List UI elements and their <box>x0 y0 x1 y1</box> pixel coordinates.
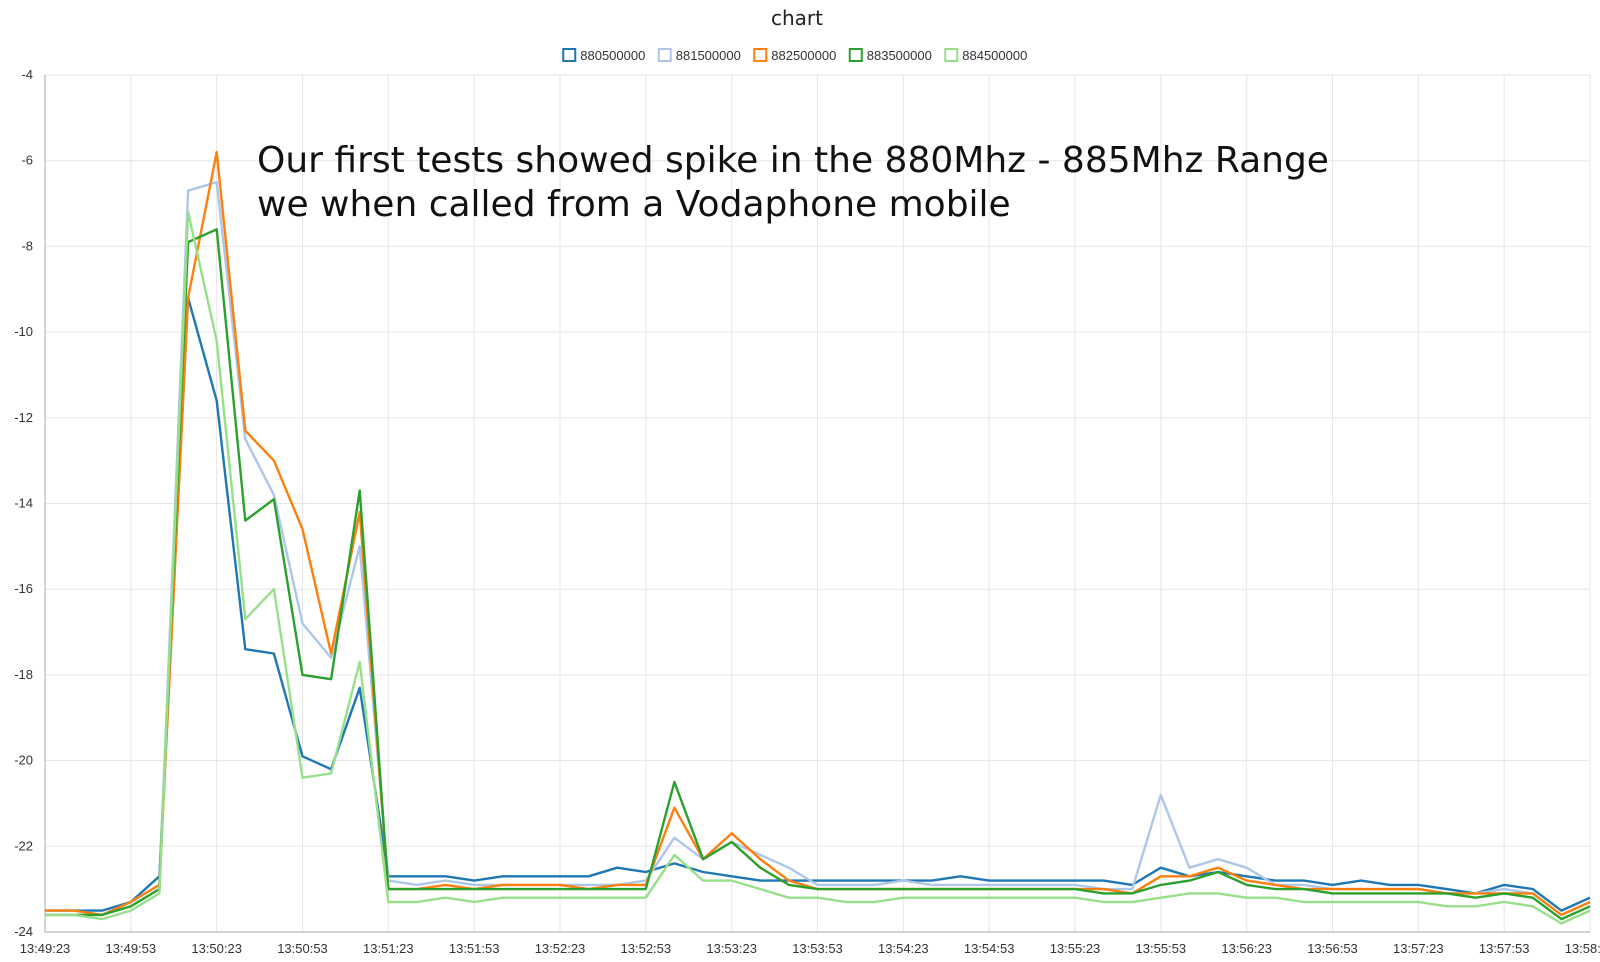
y-tick-label: -10 <box>14 324 33 339</box>
x-tick-label: 13:50:23 <box>191 941 242 956</box>
x-tick-label: 13:56:53 <box>1307 941 1358 956</box>
y-tick-label: -12 <box>14 410 33 425</box>
x-tick-label: 13:50:53 <box>277 941 328 956</box>
x-tick-label: 13:58:24 <box>1565 941 1600 956</box>
legend-swatch-884500000[interactable] <box>944 48 959 62</box>
x-tick-label: 13:57:23 <box>1393 941 1444 956</box>
legend-swatch-882500000[interactable] <box>753 48 768 62</box>
x-tick-label: 13:57:53 <box>1479 941 1530 956</box>
x-tick-label: 13:53:53 <box>792 941 843 956</box>
y-tick-label: -22 <box>14 838 33 853</box>
x-tick-label: 13:51:53 <box>449 941 500 956</box>
legend: 880500000 881500000 882500000 883500000 8845… <box>562 48 1027 63</box>
legend-label-880500000[interactable]: 880500000 <box>580 48 645 63</box>
legend-label-884500000[interactable]: 884500000 <box>962 48 1027 63</box>
y-tick-label: -20 <box>14 753 33 768</box>
y-tick-label: -14 <box>14 496 33 511</box>
y-tick-label: -6 <box>21 153 33 168</box>
series-line-883500000 <box>45 228 1591 921</box>
legend-label-882500000[interactable]: 882500000 <box>771 48 836 63</box>
annotation-line-2: we when called from a Vodaphone mobile <box>257 184 1011 225</box>
y-tick-label: -8 <box>21 238 33 253</box>
x-tick-label: 13:55:53 <box>1136 941 1187 956</box>
annotation-line-1: Our first tests showed spike in the 880M… <box>257 140 1329 181</box>
y-tick-label: -16 <box>14 581 33 596</box>
axes: -4 -6 -8 -10 -12 -14 -16 -18 -20 -22 -24 13:49:23 13… <box>14 67 1600 956</box>
y-tick-label: -18 <box>14 667 33 682</box>
x-tick-label: 13:53:23 <box>706 941 757 956</box>
x-tick-label: 13:49:23 <box>20 941 71 956</box>
x-tick-label: 13:54:53 <box>964 941 1015 956</box>
x-tick-label: 13:51:23 <box>363 941 414 956</box>
legend-label-883500000[interactable]: 883500000 <box>867 48 932 63</box>
y-tick-label: -24 <box>14 924 33 939</box>
series-group <box>45 150 1591 925</box>
series-line-884500000 <box>45 210 1591 925</box>
x-tick-label: 13:49:53 <box>106 941 157 956</box>
legend-swatch-880500000[interactable] <box>562 48 577 62</box>
annotation: Our first tests showed spike in the 880M… <box>257 140 1329 225</box>
x-tick-label: 13:56:23 <box>1221 941 1272 956</box>
y-tick-label: -4 <box>21 67 33 82</box>
legend-swatch-883500000[interactable] <box>848 48 863 62</box>
x-tick-label: 13:52:23 <box>535 941 586 956</box>
legend-label-881500000[interactable]: 881500000 <box>676 48 741 63</box>
x-tick-label: 13:55:23 <box>1050 941 1101 956</box>
x-tick-label: 13:52:53 <box>621 941 672 956</box>
series-line-880500000 <box>45 296 1591 912</box>
chart-title: chart <box>771 6 823 30</box>
x-tick-label: 13:54:23 <box>878 941 929 956</box>
legend-swatch-881500000[interactable] <box>657 48 672 62</box>
